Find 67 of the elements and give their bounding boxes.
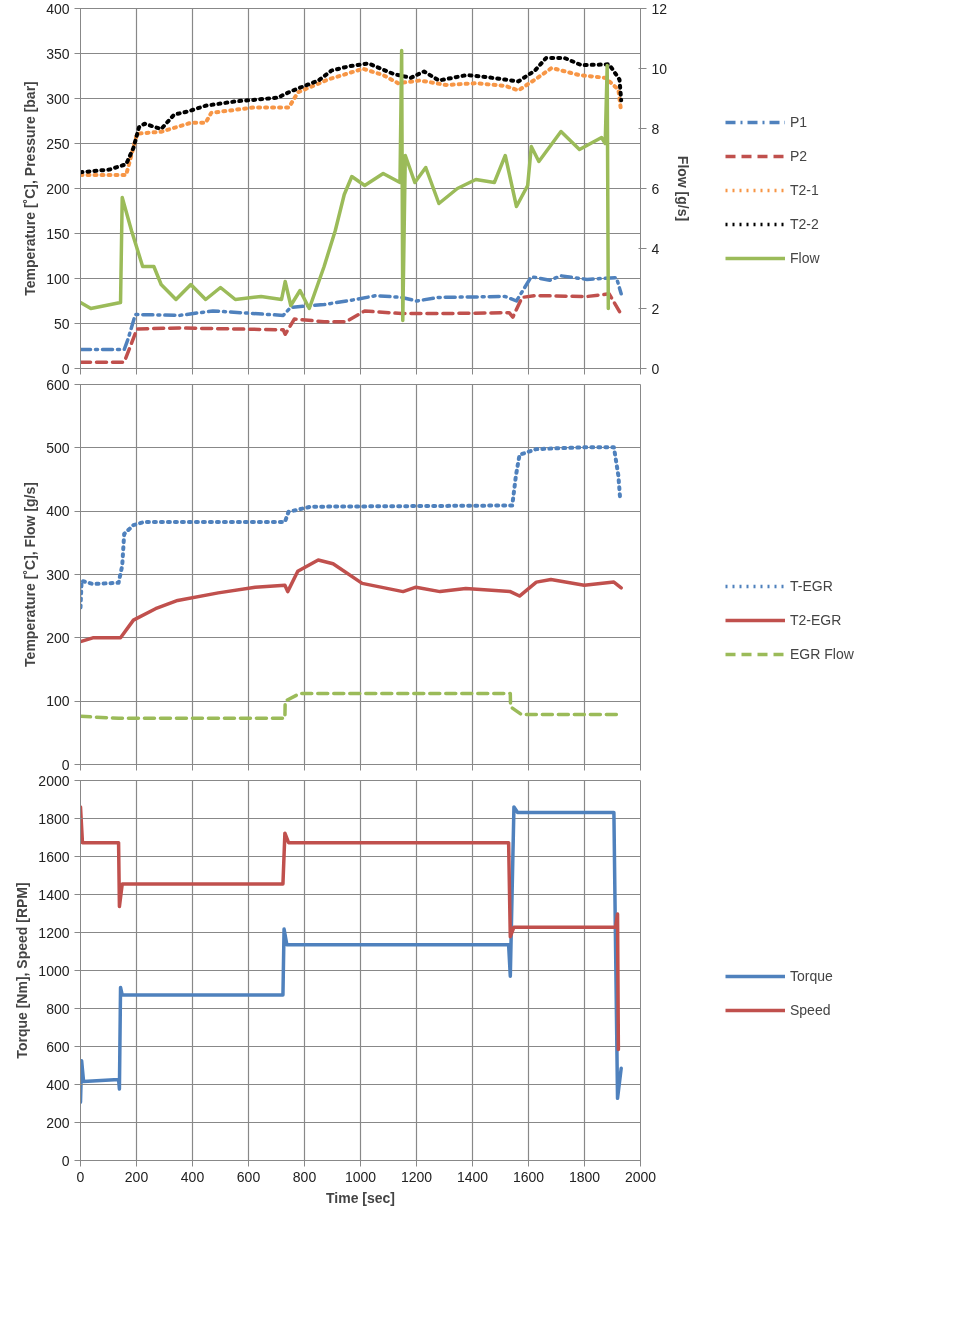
- y-tick-label: 600: [46, 1038, 70, 1055]
- y-axis-title: Temperature [˚C], Flow [g/s]: [22, 482, 39, 667]
- legend-label: Torque: [790, 968, 833, 984]
- y-tick-label: 400: [46, 1076, 70, 1093]
- y-tick-label: 1400: [38, 886, 70, 903]
- x-tick-label: 1800: [568, 1168, 601, 1185]
- x-tick-label: 1400: [456, 1168, 489, 1185]
- y-tick-label: 150: [46, 225, 70, 242]
- legend-label: Flow: [790, 250, 820, 266]
- y-tick-label: 50: [53, 315, 70, 332]
- legend-label: P1: [790, 114, 809, 130]
- y-tick-label: 200: [46, 180, 70, 197]
- y-tick-label: 300: [46, 566, 70, 583]
- line-series: [80, 292, 623, 364]
- y-tick-label: 100: [46, 270, 70, 287]
- y-axis-title: Torque [Nm], Speed [RPM]: [14, 882, 31, 1059]
- y2-tick-label: 10: [651, 60, 668, 77]
- line-series: [80, 48, 611, 323]
- y-axis-title: Temperature [˚C], Pressure [bar]: [22, 81, 39, 296]
- y-tick-label: 400: [46, 0, 70, 17]
- legend-label: T2-1: [790, 182, 819, 198]
- x-tick-label: 400: [180, 1168, 205, 1185]
- y-tick-label: 800: [46, 1000, 70, 1017]
- y-tick-label: 1000: [38, 962, 70, 979]
- legend-label: EGR Flow: [790, 646, 854, 662]
- y-tick-label: 300: [46, 90, 70, 107]
- y-tick-label: 0: [61, 756, 70, 773]
- x-tick-label: 800: [292, 1168, 317, 1185]
- y-tick-label: 600: [46, 376, 70, 393]
- x-axis-title: Time [sec]: [326, 1189, 395, 1206]
- line-series: [80, 558, 623, 644]
- y-tick-label: 100: [46, 693, 70, 710]
- y-tick-label: 250: [46, 135, 70, 152]
- y2-tick-label: 2: [651, 300, 660, 317]
- y-tick-label: 1800: [38, 810, 70, 827]
- x-tick-label: 1600: [512, 1168, 545, 1185]
- x-tick-label: 1000: [344, 1168, 377, 1185]
- x-tick-label: 200: [124, 1168, 149, 1185]
- y-tick-label: 500: [46, 439, 70, 456]
- legend-label: P2: [790, 148, 809, 164]
- legend-label: T2-2: [790, 216, 819, 232]
- y-tick-label: 1200: [38, 924, 70, 941]
- x-tick-label: 2000: [624, 1168, 657, 1185]
- y-tick-label: 400: [46, 503, 70, 520]
- y2-axis-title: Flow [g/s]: [675, 155, 692, 222]
- y-tick-label: 350: [46, 45, 70, 62]
- line-series: [80, 805, 621, 1052]
- legend-label: T2-EGR: [790, 612, 842, 628]
- y-tick-label: 2000: [38, 772, 70, 789]
- line-series: [80, 274, 623, 352]
- legend-label: T-EGR: [790, 578, 833, 594]
- y-tick-label: 0: [61, 360, 70, 377]
- x-tick-label: 1200: [400, 1168, 433, 1185]
- x-tick-label: 0: [76, 1168, 85, 1185]
- y-tick-label: 200: [46, 1114, 70, 1131]
- y2-tick-label: 12: [651, 0, 668, 17]
- y-tick-label: 0: [61, 1152, 70, 1169]
- line-series: [80, 445, 623, 610]
- y2-tick-label: 8: [651, 120, 660, 137]
- y2-tick-label: 0: [651, 360, 660, 377]
- x-tick-label: 600: [236, 1168, 261, 1185]
- legend-label: Speed: [790, 1002, 831, 1018]
- y2-tick-label: 4: [651, 240, 660, 257]
- line-series: [80, 805, 623, 1104]
- y-tick-label: 1600: [38, 848, 70, 865]
- y-tick-label: 200: [46, 629, 70, 646]
- y2-tick-label: 6: [651, 180, 660, 197]
